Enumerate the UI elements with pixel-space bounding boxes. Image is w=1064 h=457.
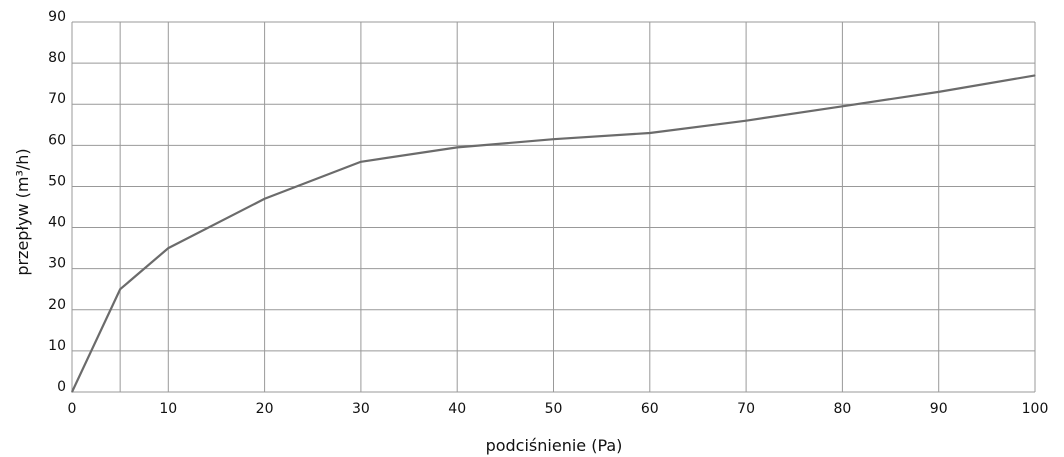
data-point xyxy=(938,91,940,93)
data-point xyxy=(1034,74,1036,77)
y-tick-label: 0 xyxy=(57,379,66,395)
y-tick-label: 70 xyxy=(48,91,66,107)
x-tick-label: 10 xyxy=(159,401,177,417)
data-point xyxy=(745,120,747,122)
y-axis-ticks: 0 10 20 30 40 50 60 70 80 90 xyxy=(48,9,66,395)
y-axis-label: przepływ (m³/h) xyxy=(13,148,32,275)
data-point xyxy=(552,138,555,140)
data-point xyxy=(71,391,73,393)
y-tick-label: 20 xyxy=(48,297,66,313)
data-point xyxy=(167,247,169,249)
y-tick-label: 50 xyxy=(48,173,66,189)
y-tick-label: 90 xyxy=(48,9,66,25)
series-layer xyxy=(71,74,1036,393)
x-tick-label: 20 xyxy=(256,401,274,417)
x-tick-label: 60 xyxy=(641,401,659,417)
data-point xyxy=(119,288,121,290)
y-tick-label: 80 xyxy=(48,50,66,66)
x-tick-label: 80 xyxy=(833,401,851,417)
x-axis-label: podciśnienie (Pa) xyxy=(486,436,623,455)
data-point xyxy=(456,146,458,148)
y-tick-label: 10 xyxy=(48,338,66,354)
x-tick-label: 100 xyxy=(1022,401,1049,417)
x-tick-label: 70 xyxy=(737,401,755,417)
x-tick-label: 90 xyxy=(930,401,948,417)
x-tick-label: 0 xyxy=(68,401,77,417)
data-point xyxy=(841,105,844,107)
data-point xyxy=(649,132,651,134)
grid xyxy=(72,21,1035,392)
x-axis-ticks: 0 10 20 30 40 50 60 70 80 90 100 xyxy=(68,401,1049,417)
x-tick-label: 50 xyxy=(545,401,563,417)
x-tick-label: 40 xyxy=(448,401,466,417)
data-point xyxy=(264,198,266,200)
data-point xyxy=(360,161,362,163)
y-tick-label: 30 xyxy=(48,256,66,272)
y-tick-label: 40 xyxy=(48,215,66,231)
x-tick-label: 30 xyxy=(352,401,370,417)
plot-frame xyxy=(71,22,1036,393)
y-tick-label: 60 xyxy=(48,132,66,148)
series-line xyxy=(71,74,1036,393)
